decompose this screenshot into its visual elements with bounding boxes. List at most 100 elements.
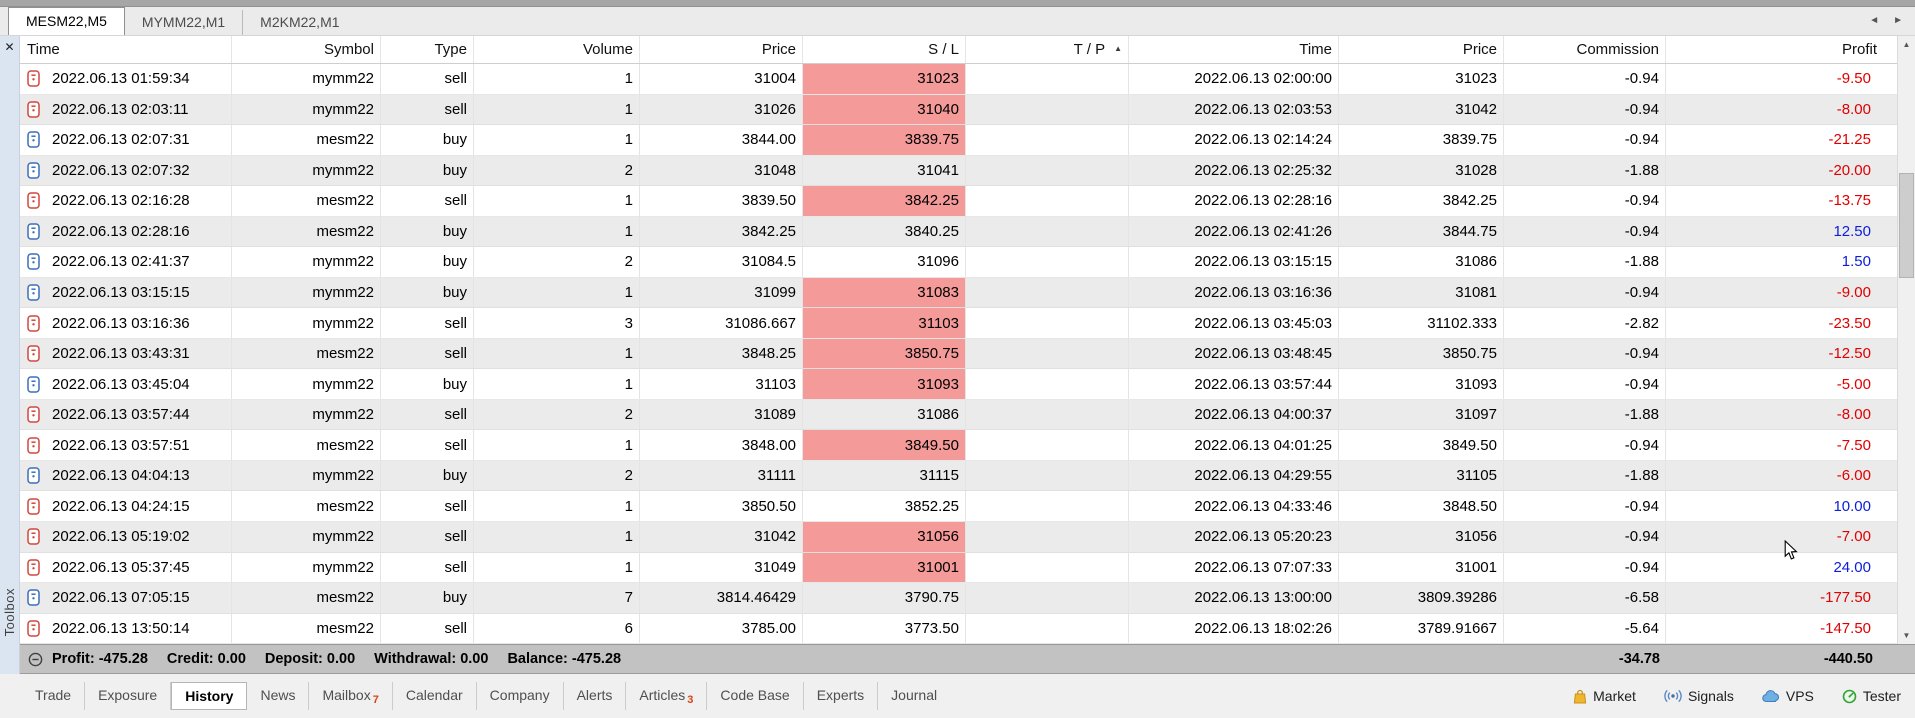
- history-row-11[interactable]: 2022.06.13 03:45:04 mymm22 buy 1 31103 31093 2…: [20, 369, 1897, 400]
- table-body: 2022.06.13 01:59:34 mymm22 sell 1 31004 31023…: [20, 64, 1897, 645]
- cell-stop-loss: 31041: [803, 155, 966, 186]
- tab-scroll-right-icon[interactable]: ►: [1893, 15, 1903, 26]
- history-row-7[interactable]: 2022.06.13 02:41:37 mymm22 buy 2 31084.5 3109…: [20, 247, 1897, 278]
- cell-volume: 1: [474, 64, 640, 94]
- cell-volume: 1: [474, 125, 640, 155]
- cell-open-price: 31004: [640, 64, 803, 94]
- cell-symbol: mymm22: [232, 247, 381, 277]
- history-row-16[interactable]: 2022.06.13 05:19:02 mymm22 sell 1 31042 31056…: [20, 521, 1897, 553]
- sell-deal-icon: [20, 553, 46, 583]
- vertical-scrollbar[interactable]: ▲ ▼: [1897, 36, 1915, 644]
- buy-deal-icon: [20, 461, 46, 491]
- status-button-signals[interactable]: Signals: [1664, 688, 1734, 704]
- cell-commission: -0.94: [1504, 491, 1666, 521]
- status-button-market[interactable]: Market: [1573, 688, 1636, 704]
- collapse-minus-icon[interactable]: [28, 652, 43, 667]
- column-header-volume-3[interactable]: Volume: [474, 36, 640, 63]
- close-toolbox-button[interactable]: ✕: [4, 40, 15, 54]
- chart-tab-mesm22-m5[interactable]: MESM22,M5: [8, 7, 125, 35]
- cell-close-price: 31001: [1339, 552, 1504, 583]
- history-row-1[interactable]: 2022.06.13 01:59:34 mymm22 sell 1 31004 31023…: [20, 64, 1897, 95]
- bottom-tab-articles[interactable]: Articles 3: [626, 682, 708, 710]
- cell-take-profit: [966, 460, 1129, 491]
- bottom-tab-calendar[interactable]: Calendar: [393, 682, 477, 710]
- cell-open-time: 2022.06.13 04:24:15: [46, 491, 232, 521]
- history-row-5[interactable]: 2022.06.13 02:16:28 mesm22 sell 1 3839.50 384…: [20, 186, 1897, 217]
- history-row-4[interactable]: 2022.06.13 02:07:32 mymm22 buy 2 31048 31041 2…: [20, 155, 1897, 187]
- history-row-9[interactable]: 2022.06.13 03:16:36 mymm22 sell 3 31086.667 3…: [20, 308, 1897, 339]
- cell-take-profit: [966, 216, 1129, 247]
- tester-gauge-icon: [1842, 689, 1857, 704]
- history-row-3[interactable]: 2022.06.13 02:07:31 mesm22 buy 1 3844.00 3839…: [20, 125, 1897, 156]
- column-header-profit-10[interactable]: Profit: [1666, 36, 1897, 63]
- column-header-commission-9[interactable]: Commission: [1504, 36, 1666, 63]
- cell-close-price: 31093: [1339, 369, 1504, 399]
- history-row-8[interactable]: 2022.06.13 03:15:15 mymm22 buy 1 31099 31083 2…: [20, 277, 1897, 309]
- sell-deal-icon: [20, 522, 46, 552]
- tab-label: Trade: [35, 687, 72, 703]
- status-button-vps[interactable]: VPS: [1762, 688, 1814, 704]
- bottom-tab-mailbox[interactable]: Mailbox 7: [309, 682, 393, 710]
- column-header-symbol-1[interactable]: Symbol: [232, 36, 381, 63]
- history-row-6[interactable]: 2022.06.13 02:28:16 mesm22 buy 1 3842.25 3840…: [20, 216, 1897, 248]
- cell-open-price: 31026: [640, 94, 803, 125]
- column-header-s-l-5[interactable]: S / L: [803, 36, 966, 63]
- column-header-price-8[interactable]: Price: [1339, 36, 1504, 63]
- cell-open-time: 2022.06.13 13:50:14: [46, 613, 232, 644]
- bottom-tab-trade[interactable]: Trade: [22, 682, 86, 710]
- summary-profit: Profit: -475.28: [52, 651, 148, 667]
- cell-open-time: 2022.06.13 05:37:45: [46, 552, 232, 583]
- history-row-18[interactable]: 2022.06.13 07:05:15 mesm22 buy 7 3814.46429 3…: [20, 583, 1897, 614]
- bottom-tab-experts[interactable]: Experts: [804, 682, 879, 710]
- cell-commission: -0.94: [1504, 64, 1666, 94]
- bottom-tab-alerts[interactable]: Alerts: [564, 682, 627, 710]
- history-row-13[interactable]: 2022.06.13 03:57:51 mesm22 sell 1 3848.00 384…: [20, 430, 1897, 461]
- bottom-tab-news[interactable]: News: [247, 682, 310, 710]
- status-button-tester[interactable]: Tester: [1842, 688, 1901, 704]
- bottom-tab-code-base[interactable]: Code Base: [707, 682, 804, 710]
- history-row-2[interactable]: 2022.06.13 02:03:11 mymm22 sell 1 31026 31040…: [20, 94, 1897, 126]
- scroll-up-icon[interactable]: ▲: [1902, 40, 1911, 49]
- tab-label: Company: [489, 687, 550, 703]
- tab-label: Code Base: [720, 687, 790, 703]
- column-header-t-p-6[interactable]: T / P ▲: [966, 36, 1129, 63]
- cell-symbol: mesm22: [232, 338, 381, 369]
- tab-scroll-left-icon[interactable]: ◄: [1869, 15, 1880, 26]
- cell-stop-loss: 3842.25: [803, 186, 966, 216]
- scrollbar-track[interactable]: [1898, 53, 1915, 627]
- cell-type: buy: [381, 369, 474, 399]
- chart-tab-mymm22-m1[interactable]: MYMM22,M1: [141, 14, 226, 30]
- cell-open-price: 3848.25: [640, 338, 803, 369]
- history-row-19[interactable]: 2022.06.13 13:50:14 mesm22 sell 6 3785.00 377…: [20, 613, 1897, 645]
- cell-take-profit: [966, 64, 1129, 94]
- history-row-12[interactable]: 2022.06.13 03:57:44 mymm22 sell 2 31089 31086…: [20, 399, 1897, 431]
- tab-label: Experts: [816, 687, 865, 703]
- history-row-10[interactable]: 2022.06.13 03:43:31 mesm22 sell 1 3848.25 385…: [20, 338, 1897, 370]
- column-header-time-0[interactable]: Time: [20, 36, 232, 63]
- cell-close-time: 2022.06.13 03:16:36: [1129, 277, 1339, 308]
- cell-profit: -23.50: [1828, 314, 1871, 332]
- bottom-tab-history[interactable]: History: [171, 682, 248, 710]
- cell-volume: 1: [474, 430, 640, 460]
- cell-close-time: 2022.06.13 03:48:45: [1129, 338, 1339, 369]
- bottom-tab-exposure[interactable]: Exposure: [85, 682, 172, 710]
- cell-close-price: 3844.75: [1339, 216, 1504, 247]
- bottom-tab-company[interactable]: Company: [477, 682, 564, 710]
- column-header-price-4[interactable]: Price: [640, 36, 803, 63]
- column-label: S / L: [928, 41, 959, 58]
- cell-open-time: 2022.06.13 03:57:44: [46, 399, 232, 430]
- summary-bar: Profit: -475.28 Credit: 0.00 Deposit: 0.00…: [20, 644, 1915, 674]
- history-row-15[interactable]: 2022.06.13 04:24:15 mesm22 sell 1 3850.50 385…: [20, 491, 1897, 522]
- history-row-17[interactable]: 2022.06.13 05:37:45 mymm22 sell 1 31049 31001…: [20, 552, 1897, 584]
- cell-type: sell: [381, 64, 474, 94]
- column-header-type-2[interactable]: Type: [381, 36, 474, 63]
- cell-profit: -6.00: [1836, 467, 1871, 485]
- chart-tab-m2km22-m1[interactable]: M2KM22,M1: [242, 10, 356, 35]
- column-header-time-7[interactable]: Time: [1129, 36, 1339, 63]
- cell-type: buy: [381, 216, 474, 247]
- bottom-tab-journal[interactable]: Journal: [878, 682, 950, 710]
- scroll-down-icon[interactable]: ▼: [1902, 631, 1911, 640]
- scrollbar-thumb[interactable]: [1899, 173, 1914, 278]
- cell-stop-loss: 3850.75: [803, 338, 966, 369]
- history-row-14[interactable]: 2022.06.13 04:04:13 mymm22 buy 2 31111 31115 2…: [20, 460, 1897, 492]
